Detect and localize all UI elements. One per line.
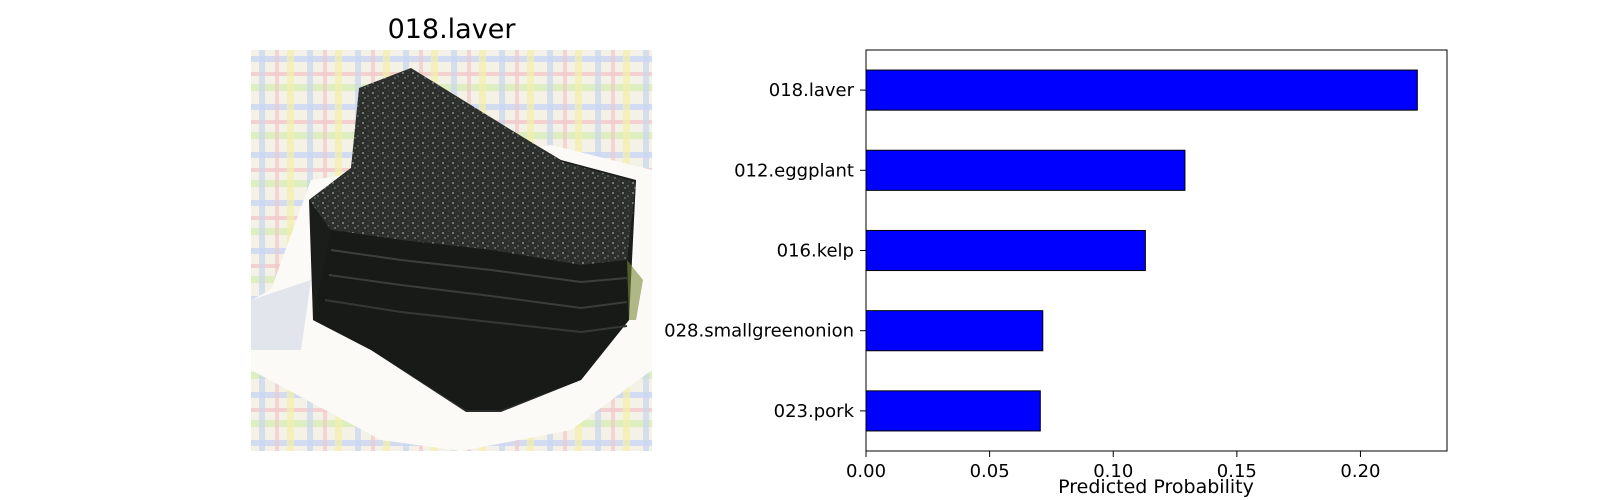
bar-023-pork [865,390,1041,432]
category-label: 012.eggplant [734,160,854,181]
laver-photo-illustration [251,50,652,451]
category-label: 018.laver [769,80,855,101]
x-axis-label: Predicted Probability [1058,476,1254,498]
category-label: 028.smallgreenonion [664,321,854,342]
category-label: 016.kelp [777,241,854,262]
x-tick-label: 0.10 [1093,461,1133,482]
food-photo [251,50,652,451]
x-tick-label: 0.00 [846,461,886,482]
x-tick-label: 0.05 [970,461,1010,482]
bar-018-laver [865,69,1418,111]
bar-012-eggplant [865,149,1186,191]
x-ticks-layer: 0.00 0.05 0.10 0.15 0.20 [846,451,1381,482]
bar-028-smallgreenonion [865,310,1044,352]
x-tick-label: 0.15 [1217,461,1257,482]
category-labels-layer: 018.laver 012.eggplant 016.kelp 028.smallgr… [664,80,866,422]
image-title: 018.laver [387,14,516,45]
bars-layer [865,69,1418,432]
x-tick-label: 0.20 [1340,461,1380,482]
bar-016-kelp [865,229,1146,272]
category-label: 023.pork [774,401,855,422]
